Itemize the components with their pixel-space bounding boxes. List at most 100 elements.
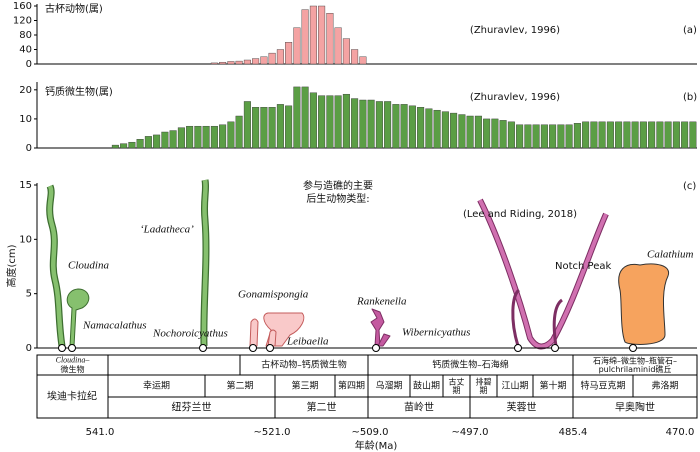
bar [524, 124, 532, 149]
age-label: ~509.0 [351, 427, 388, 438]
bar [359, 56, 367, 65]
baseline-marker [266, 344, 274, 352]
reef-type: 钙质微生物–石海绵 [432, 359, 509, 371]
organism-label: Nochoroicyathus [152, 328, 228, 340]
ladatheca-shape-fill [201, 179, 209, 347]
panel-letter: (b) [683, 92, 697, 103]
bar [499, 120, 507, 149]
series: 早奥陶世 [615, 401, 655, 414]
stage: 第四期 [338, 380, 365, 392]
bar [557, 124, 565, 149]
bar [252, 107, 260, 149]
y-tick-label: 0 [26, 59, 32, 70]
bar [367, 99, 375, 149]
bar [243, 59, 251, 65]
bar [235, 115, 243, 149]
organism-label: Wibernicyathus [402, 327, 470, 339]
panel-label: 古杯动物(属) [45, 2, 103, 15]
baseline-marker [199, 344, 207, 352]
bar [227, 121, 235, 149]
bar [351, 49, 359, 65]
y-tick-label: 10 [19, 114, 32, 125]
bar [285, 105, 293, 149]
notch-peak-loop [511, 288, 564, 347]
panel-label: 钙质微生物(属) [45, 85, 113, 98]
age-label: 541.0 [86, 427, 115, 438]
bar [656, 121, 664, 149]
bar [425, 108, 433, 149]
y-tick-label: 80 [19, 30, 32, 41]
bar [342, 38, 350, 65]
nochoroicyathus-shape [249, 318, 259, 347]
organism-label: Rankenella [356, 296, 407, 308]
wibernicyathus-shape [377, 333, 391, 347]
bar [111, 144, 119, 149]
bar [210, 125, 218, 149]
y-axis-label: 高度(cm) [5, 244, 18, 287]
series: 苗岭世 [404, 401, 434, 414]
series: 芙蓉世 [507, 401, 537, 414]
organism-label: Cloudina [68, 260, 109, 272]
bar [351, 98, 359, 149]
bar [128, 141, 136, 149]
cloudina-shape-fill [47, 185, 65, 347]
stage: 江山期 [501, 381, 528, 392]
bar [672, 121, 680, 149]
bar [441, 111, 449, 149]
bar [573, 123, 581, 149]
stage: 弗洛期 [651, 380, 678, 392]
bar [202, 125, 210, 149]
y-tick-label: 0 [26, 343, 32, 354]
bar [433, 109, 441, 149]
series: 纽芬兰世 [172, 401, 212, 414]
bar [301, 9, 309, 65]
y-tick-label: 20 [19, 85, 32, 96]
stage: 第十期 [539, 380, 566, 392]
bar [400, 104, 408, 149]
baseline-marker [629, 344, 637, 352]
bar [153, 134, 161, 149]
bar [681, 121, 689, 149]
bar [293, 27, 301, 65]
source-note: (Zhuravlev, 1996) [470, 92, 560, 103]
bar [648, 121, 656, 149]
bar [260, 56, 268, 65]
bar [268, 52, 276, 65]
baseline-marker [249, 344, 257, 352]
bar [309, 92, 317, 149]
bar [318, 95, 326, 149]
bar [285, 42, 293, 65]
bar [252, 58, 260, 65]
baseline-marker [68, 344, 76, 352]
period: 埃迪卡拉纪 [47, 390, 97, 403]
bar [334, 95, 342, 149]
bar [408, 105, 416, 149]
baseline-marker [514, 344, 522, 352]
bar [615, 121, 623, 149]
bar [631, 121, 639, 149]
bar [144, 136, 152, 149]
reef-type: 石海绵–微生物–瓶管石– [593, 355, 677, 365]
bar [136, 139, 144, 149]
baseline-marker [58, 344, 66, 352]
bar [276, 104, 284, 149]
bar [301, 86, 309, 149]
bar [664, 121, 672, 149]
bar [219, 124, 227, 149]
stage: 期 [453, 386, 461, 395]
bar [194, 125, 202, 149]
bar [689, 121, 697, 149]
bar [309, 5, 317, 65]
bar [359, 99, 367, 149]
baseline-marker [551, 344, 559, 352]
organism-label: Notch Peak [555, 261, 611, 272]
stage: 第二期 [226, 380, 253, 392]
bar [565, 124, 573, 149]
y-tick-label: 0 [26, 143, 32, 154]
bar [260, 107, 268, 149]
age-label: 485.4 [559, 427, 588, 438]
stage: 排碧 [476, 376, 492, 386]
reef-type: 微生物 [61, 364, 85, 374]
bar [516, 124, 524, 149]
organism-label: Gonamispongia [238, 289, 309, 301]
